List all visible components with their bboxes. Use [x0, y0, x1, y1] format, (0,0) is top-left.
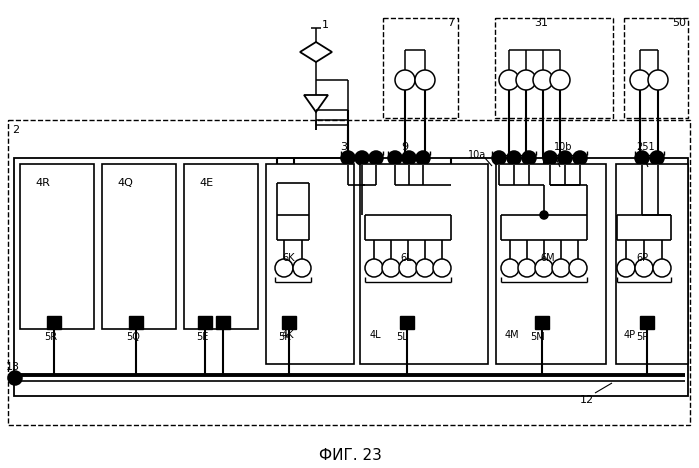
Circle shape	[522, 151, 536, 165]
Circle shape	[635, 259, 653, 277]
Circle shape	[540, 211, 548, 219]
Text: 7: 7	[447, 18, 454, 28]
Text: ФИГ. 23: ФИГ. 23	[319, 447, 382, 462]
Text: 5M: 5M	[530, 332, 545, 342]
Text: 6L: 6L	[400, 253, 412, 263]
Bar	[496, 164, 606, 364]
Circle shape	[402, 151, 416, 165]
Bar	[282, 316, 296, 329]
Text: 1: 1	[322, 20, 329, 30]
Polygon shape	[304, 95, 328, 112]
Circle shape	[501, 259, 519, 277]
Circle shape	[533, 70, 553, 90]
Circle shape	[518, 259, 536, 277]
Text: 4Q: 4Q	[117, 178, 133, 188]
Bar	[624, 18, 688, 118]
Bar	[400, 316, 414, 329]
Circle shape	[433, 259, 451, 277]
Circle shape	[388, 151, 402, 165]
Text: 5L: 5L	[396, 332, 408, 342]
Circle shape	[492, 151, 506, 165]
Circle shape	[369, 151, 383, 165]
Circle shape	[293, 259, 311, 277]
Circle shape	[415, 70, 435, 90]
Text: 5R: 5R	[44, 332, 57, 342]
Circle shape	[341, 151, 355, 165]
Bar	[129, 316, 143, 329]
Bar	[266, 164, 354, 364]
Bar	[616, 164, 688, 364]
Circle shape	[516, 70, 536, 90]
Text: 2: 2	[12, 125, 19, 135]
Circle shape	[558, 151, 572, 165]
Text: 4R: 4R	[35, 178, 50, 188]
Circle shape	[550, 70, 570, 90]
Bar	[102, 164, 176, 329]
Bar	[640, 316, 654, 329]
Text: 6K: 6K	[282, 253, 294, 263]
Text: 13: 13	[6, 362, 20, 372]
Circle shape	[395, 70, 415, 90]
Text: 50: 50	[672, 18, 686, 28]
Circle shape	[355, 151, 369, 165]
Bar	[360, 164, 488, 364]
Circle shape	[365, 259, 383, 277]
Circle shape	[416, 259, 434, 277]
Bar	[8, 120, 690, 425]
Bar	[20, 164, 94, 329]
Text: 4L: 4L	[370, 330, 382, 340]
Text: 10a: 10a	[468, 150, 487, 160]
Circle shape	[617, 259, 635, 277]
Circle shape	[635, 151, 649, 165]
Text: 5E: 5E	[196, 332, 208, 342]
Circle shape	[8, 371, 22, 385]
Bar	[14, 158, 688, 396]
Text: 251: 251	[636, 142, 655, 152]
Text: 6M: 6M	[540, 253, 554, 263]
Text: 12: 12	[580, 395, 594, 405]
Circle shape	[275, 259, 293, 277]
Text: 31: 31	[534, 18, 548, 28]
Circle shape	[648, 70, 668, 90]
Circle shape	[399, 259, 417, 277]
Bar	[47, 316, 61, 329]
Text: 6P: 6P	[636, 253, 648, 263]
Text: 5P: 5P	[636, 332, 648, 342]
Text: 3: 3	[340, 142, 347, 152]
Text: 5K: 5K	[278, 332, 291, 342]
Circle shape	[382, 259, 400, 277]
Text: 4P: 4P	[624, 330, 636, 340]
Text: 10b: 10b	[554, 142, 572, 152]
Text: 4K: 4K	[282, 330, 294, 340]
Circle shape	[653, 259, 671, 277]
Text: 9: 9	[401, 142, 408, 152]
Circle shape	[535, 259, 553, 277]
Bar	[535, 316, 549, 329]
Circle shape	[650, 151, 664, 165]
Circle shape	[569, 259, 587, 277]
Polygon shape	[300, 42, 332, 62]
Circle shape	[499, 70, 519, 90]
Bar	[184, 164, 258, 329]
Circle shape	[543, 151, 557, 165]
Bar	[216, 316, 230, 329]
Bar	[495, 18, 613, 118]
Circle shape	[630, 70, 650, 90]
Text: 4M: 4M	[505, 330, 519, 340]
Circle shape	[507, 151, 521, 165]
Bar	[198, 316, 212, 329]
Text: 4E: 4E	[199, 178, 213, 188]
Text: 5Q: 5Q	[126, 332, 140, 342]
Circle shape	[573, 151, 587, 165]
Bar	[383, 18, 458, 118]
Circle shape	[552, 259, 570, 277]
Circle shape	[416, 151, 430, 165]
